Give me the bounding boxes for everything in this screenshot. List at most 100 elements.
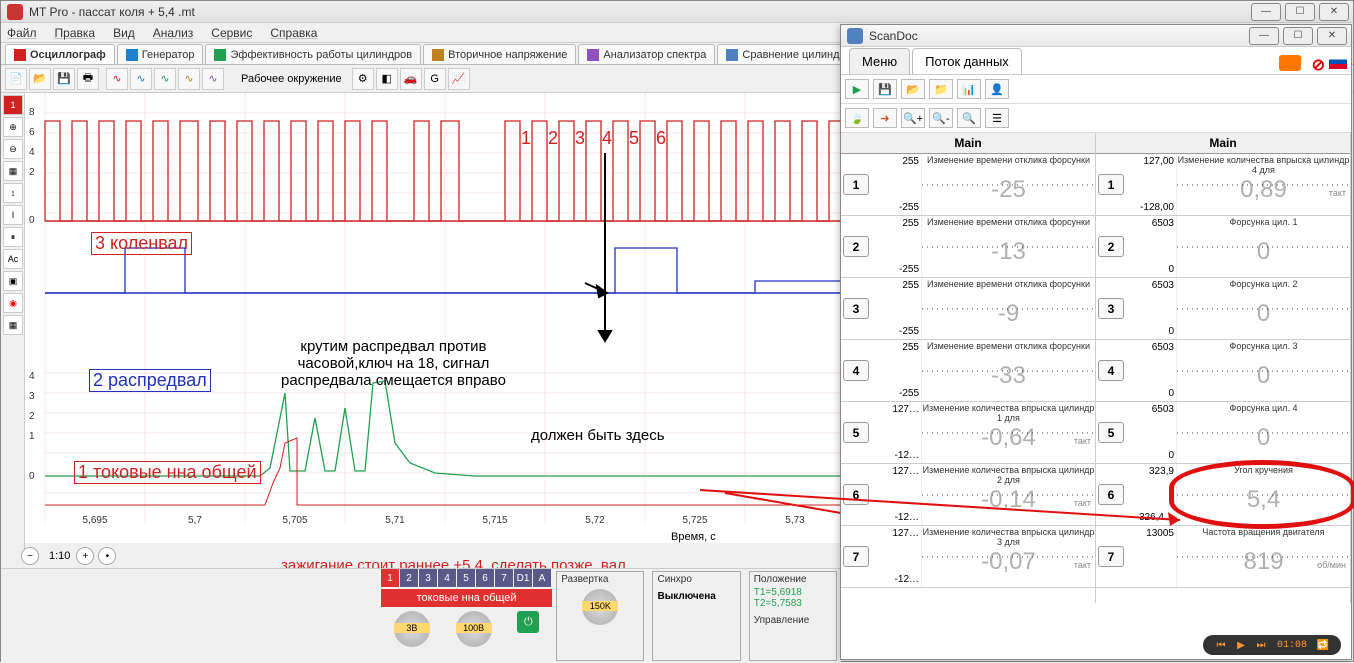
- tb-new[interactable]: 📄: [5, 68, 27, 90]
- sd-row[interactable]: 1255-255Изменение времени отклика форсун…: [841, 154, 1095, 216]
- menu-file[interactable]: Файл: [7, 26, 37, 40]
- tab-generator[interactable]: Генератор: [117, 44, 204, 64]
- menu-help[interactable]: Справка: [270, 26, 317, 40]
- sd-col-right: Main 1127,00-128,00Изменение количества …: [1096, 133, 1351, 603]
- sd-maximize[interactable]: ☐: [1283, 27, 1313, 45]
- sd-row[interactable]: 713005Частота вращения двигателя819об/ми…: [1096, 526, 1350, 588]
- tb-save[interactable]: 💾: [53, 68, 75, 90]
- player-next[interactable]: ⏭: [1253, 637, 1269, 653]
- tab-secondary-voltage[interactable]: Вторичное напряжение: [423, 44, 576, 64]
- sd-row[interactable]: 365030Форсунка цил. 20: [1096, 278, 1350, 340]
- maximize-button[interactable]: ☐: [1285, 3, 1315, 21]
- zoom-in[interactable]: +: [76, 547, 94, 565]
- razvertka-knob[interactable]: 150K: [582, 589, 618, 625]
- tab-efficiency[interactable]: Эффективность работы цилиндров: [205, 44, 421, 64]
- sd-row-num: 5: [843, 422, 869, 443]
- scandoc-app-icon: [847, 28, 863, 44]
- ls-d[interactable]: ▣: [3, 271, 23, 291]
- menu-analysis[interactable]: Анализ: [153, 26, 194, 40]
- sd-tab-datastream[interactable]: Поток данных: [912, 48, 1022, 74]
- ls-c[interactable]: Ac: [3, 249, 23, 269]
- ls-btn-1[interactable]: 1: [3, 95, 23, 115]
- sd-save[interactable]: 💾: [873, 79, 897, 99]
- sd-zoom-out[interactable]: 🔍-: [929, 108, 953, 128]
- ls-cursor[interactable]: ↕: [3, 183, 23, 203]
- ls-zoom-out[interactable]: ⊖: [3, 139, 23, 159]
- knob-2[interactable]: 100B: [456, 611, 492, 647]
- sd-chart[interactable]: 📊: [957, 79, 981, 99]
- zoom-fit[interactable]: •: [98, 547, 116, 565]
- menu-edit[interactable]: Правка: [55, 26, 96, 40]
- channel-box: 1234567D1A токовые нна общей 3B 100B ⏻: [381, 569, 552, 663]
- oscilloscope-chart[interactable]: 86420 43210 5,6955,75,7055,715,7155,725,…: [25, 93, 841, 543]
- sd-folder[interactable]: 📁: [929, 79, 953, 99]
- tab-oscillograph[interactable]: Осциллограф: [5, 44, 115, 64]
- sd-row[interactable]: 565030Форсунка цил. 40: [1096, 402, 1350, 464]
- tab-spectrum[interactable]: Анализатор спектра: [578, 44, 715, 64]
- tb-wave2[interactable]: ∿: [130, 68, 152, 90]
- sd-exit[interactable]: ➜: [873, 108, 897, 128]
- sd-play[interactable]: ▶: [845, 79, 869, 99]
- ls-a[interactable]: I: [3, 205, 23, 225]
- channel-num-2[interactable]: 2: [400, 569, 418, 587]
- sd-row[interactable]: 2255-255Изменение времени отклика форсун…: [841, 216, 1095, 278]
- sd-row-num: 6: [843, 484, 869, 505]
- sd-row[interactable]: 265030Форсунка цил. 10: [1096, 216, 1350, 278]
- sd-row[interactable]: 465030Форсунка цил. 30: [1096, 340, 1350, 402]
- ls-grid[interactable]: ▦: [3, 161, 23, 181]
- channel-num-6[interactable]: 6: [476, 569, 494, 587]
- sd-minimize[interactable]: —: [1249, 27, 1279, 45]
- sd-close[interactable]: ✕: [1317, 27, 1347, 45]
- channel-num-D1[interactable]: D1: [514, 569, 532, 587]
- sd-row[interactable]: 6323,9-326,4…Угол кручения5,4: [1096, 464, 1350, 526]
- tb-wave1[interactable]: ∿: [106, 68, 128, 90]
- sd-row[interactable]: 4255-255Изменение времени отклика форсун…: [841, 340, 1095, 402]
- channel-num-5[interactable]: 5: [457, 569, 475, 587]
- channel-num-3[interactable]: 3: [419, 569, 437, 587]
- ls-zoom-in[interactable]: ⊕: [3, 117, 23, 137]
- channel-num-7[interactable]: 7: [495, 569, 513, 587]
- ls-e[interactable]: ◉: [3, 293, 23, 313]
- sd-tab-menu[interactable]: Меню: [849, 48, 910, 74]
- power-button[interactable]: ⏻: [517, 611, 539, 633]
- disconnect-icon[interactable]: ⊘: [1312, 55, 1325, 75]
- tb-misc3[interactable]: 🚗: [400, 68, 422, 90]
- sd-row[interactable]: 6127…-12…Изменение количества впрыска ци…: [841, 464, 1095, 526]
- channel-num-4[interactable]: 4: [438, 569, 456, 587]
- minimize-button[interactable]: —: [1251, 3, 1281, 21]
- player-loop[interactable]: 🔁: [1315, 637, 1331, 653]
- sd-zoom-fit[interactable]: 🔍: [957, 108, 981, 128]
- tb-print[interactable]: 🖶: [77, 68, 99, 90]
- sd-row[interactable]: 5127…-12…Изменение количества впрыска ци…: [841, 402, 1095, 464]
- phone-icon[interactable]: [1279, 55, 1301, 71]
- scandoc-data: Main 1255-255Изменение времени отклика ф…: [841, 133, 1351, 603]
- tb-wave4[interactable]: ∿: [178, 68, 200, 90]
- player-play[interactable]: ▶: [1233, 637, 1249, 653]
- sd-zoom-in[interactable]: 🔍+: [901, 108, 925, 128]
- sd-row[interactable]: 3255-255Изменение времени отклика форсун…: [841, 278, 1095, 340]
- menu-service[interactable]: Сервис: [211, 26, 252, 40]
- tb-wave3[interactable]: ∿: [154, 68, 176, 90]
- tb-misc5[interactable]: 📈: [448, 68, 470, 90]
- close-button[interactable]: ✕: [1319, 3, 1349, 21]
- ls-f[interactable]: ▦: [3, 315, 23, 335]
- sd-leaf[interactable]: 🍃: [845, 108, 869, 128]
- sd-row[interactable]: 1127,00-128,00Изменение количества впрыс…: [1096, 154, 1350, 216]
- player-prev[interactable]: ⏮: [1213, 637, 1229, 653]
- sd-open[interactable]: 📂: [901, 79, 925, 99]
- channel-num-A[interactable]: A: [533, 569, 551, 587]
- tb-misc1[interactable]: ⚙: [352, 68, 374, 90]
- zoom-out[interactable]: −: [21, 547, 39, 565]
- tb-misc2[interactable]: ◧: [376, 68, 398, 90]
- sd-list[interactable]: ☰: [985, 108, 1009, 128]
- ls-b[interactable]: ⏸: [3, 227, 23, 247]
- sd-person[interactable]: 👤: [985, 79, 1009, 99]
- channel-num-1[interactable]: 1: [381, 569, 399, 587]
- tb-wave5[interactable]: ∿: [202, 68, 224, 90]
- knob-1[interactable]: 3B: [394, 611, 430, 647]
- tb-open[interactable]: 📂: [29, 68, 51, 90]
- sd-row[interactable]: 7127…-12…Изменение количества впрыска ци…: [841, 526, 1095, 588]
- tb-misc4[interactable]: G: [424, 68, 446, 90]
- menu-view[interactable]: Вид: [113, 26, 135, 40]
- flag-ru-icon[interactable]: [1329, 55, 1347, 69]
